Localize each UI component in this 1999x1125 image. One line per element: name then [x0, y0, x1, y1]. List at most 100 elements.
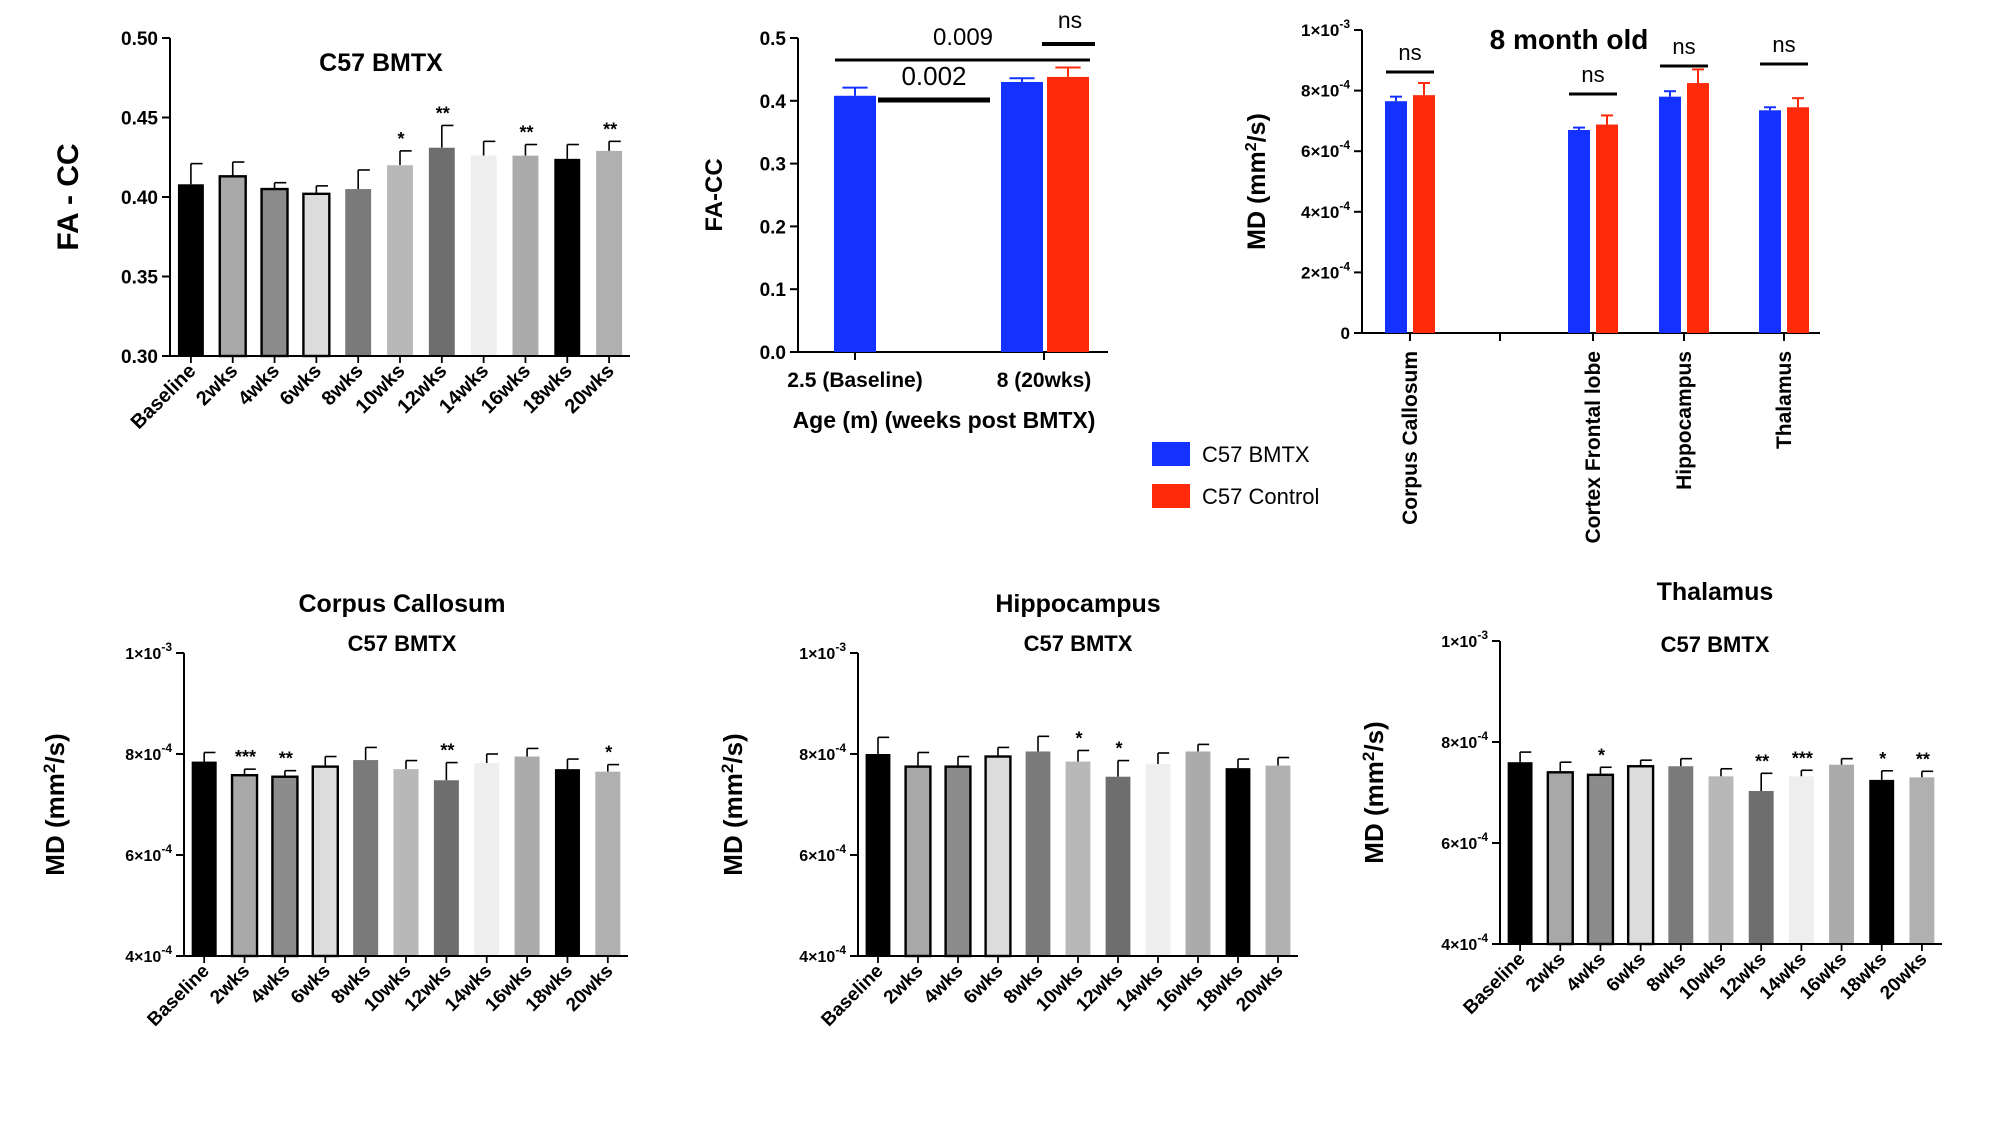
bar-6wks — [311, 765, 339, 958]
tick-mantissa: 6×10 — [125, 848, 161, 865]
bar-2wks — [218, 175, 247, 358]
tick-exponent: -4 — [835, 842, 846, 856]
bar-20wks — [1265, 765, 1291, 956]
y-tick-label: 6×10-4 — [799, 842, 846, 865]
x-tick-label: Corpus Callosum — [1399, 351, 1422, 525]
y-tick-label: 0.4 — [760, 92, 787, 113]
bar-2wks — [230, 774, 259, 958]
x-tick-label: 6wks — [1602, 949, 1650, 997]
tick-mantissa: 1×10 — [799, 646, 835, 663]
legend-label: C57 BMTX — [1202, 442, 1310, 467]
bar-18wks — [1869, 779, 1895, 944]
tick-exponent: -4 — [161, 943, 172, 957]
tick-exponent: -4 — [161, 741, 172, 755]
y-tick-label: 4×10-4 — [799, 943, 846, 966]
chart-subtitle: C57 BMTX — [1661, 632, 1770, 657]
bar-c57-control — [1047, 76, 1089, 352]
comparison-label: ns — [1672, 34, 1695, 59]
tick-mantissa: 4×10 — [1441, 937, 1477, 954]
comparison-pvalue: ns — [1058, 7, 1082, 33]
x-tick-label: 8 (20wks) — [997, 369, 1092, 392]
tick-mantissa: 6×10 — [799, 848, 835, 865]
significance-mark: * — [1598, 745, 1605, 765]
x-tick-label: 4wks — [247, 961, 295, 1009]
y-axis-label: FA - CC — [52, 143, 85, 250]
bar-c57-control — [1687, 83, 1709, 334]
bar-c57-bmtx — [834, 95, 876, 352]
tick-exponent: -4 — [1477, 931, 1488, 945]
bar-14wks — [1788, 776, 1814, 944]
bar-4wks — [260, 187, 289, 358]
bar-16wks — [514, 756, 540, 956]
significance-mark: ** — [440, 741, 454, 761]
y-tick-label: 0.30 — [121, 347, 158, 368]
tick-exponent: -4 — [835, 943, 846, 957]
y-tick-label: 0.0 — [760, 343, 786, 364]
y-tick-label: 1×10-3 — [1441, 628, 1488, 651]
bar-4wks — [944, 765, 972, 958]
y-tick-label: 0.2 — [760, 217, 786, 238]
significance-mark: *** — [235, 747, 256, 767]
bar-20wks — [596, 150, 623, 356]
bar-6wks — [984, 755, 1012, 958]
bar-18wks — [1225, 768, 1251, 956]
chart-title: Thalamus — [1657, 578, 1774, 606]
bar-16wks — [1185, 751, 1211, 956]
chart-title: Corpus Callosum — [299, 590, 506, 618]
bar-14wks — [470, 155, 497, 356]
significance-mark: * — [1075, 728, 1082, 748]
legend-swatch — [1152, 484, 1190, 508]
x-tick-label: 2wks — [206, 961, 254, 1009]
significance-mark: ** — [279, 749, 293, 769]
comparison-pvalue: 0.002 — [901, 61, 966, 91]
y-tick-label: 4×10-4 — [1441, 931, 1488, 954]
y-tick-label: 6×10-4 — [1441, 830, 1488, 853]
bar-Baseline — [177, 184, 204, 356]
comparison-label: ns — [1581, 62, 1604, 87]
bar-6wks — [302, 192, 331, 358]
bar-c57-control — [1596, 124, 1618, 333]
bar-c57-bmtx — [1001, 81, 1043, 353]
bar-18wks — [554, 158, 581, 356]
bar-6wks — [1626, 765, 1655, 946]
chart-subtitle: C57 BMTX — [1024, 631, 1133, 656]
y-axis-label: MD (mm2/s) — [40, 733, 70, 875]
tick-mantissa: 4×10 — [799, 949, 835, 966]
comparison-label: ns — [1398, 40, 1421, 65]
x-tick-label: 2.5 (Baseline) — [787, 369, 922, 392]
bar-16wks — [1829, 764, 1855, 944]
bar-10wks — [387, 165, 413, 356]
tick-exponent: -3 — [1339, 17, 1350, 31]
significance-mark: ** — [603, 119, 617, 139]
y-tick-label: 0.35 — [121, 268, 158, 289]
bar-c57-bmtx — [1385, 101, 1407, 333]
tick-mantissa: 4×10 — [125, 949, 161, 966]
bar-8wks — [1668, 766, 1694, 944]
bar-14wks — [1145, 764, 1171, 956]
chart-md_8month: 8 month old02×10-44×10-46×10-48×10-41×10… — [1243, 17, 1820, 544]
significance-mark: ** — [436, 103, 450, 123]
bar-c57-bmtx — [1568, 129, 1590, 333]
bar-12wks — [433, 780, 459, 956]
tick-mantissa: 1×10 — [1301, 21, 1339, 40]
y-tick-label: 0.40 — [121, 188, 158, 209]
x-tick-label: Hippocampus — [1673, 351, 1696, 490]
x-tick-label: 2wks — [1522, 949, 1570, 997]
legend-label: C57 Control — [1202, 484, 1319, 509]
tick-mantissa: 1×10 — [1441, 634, 1477, 651]
bar-8wks — [1025, 751, 1051, 956]
significance-mark: * — [605, 743, 612, 763]
x-tick-label: Baseline — [144, 961, 214, 1031]
significance-mark: * — [1115, 739, 1122, 759]
legend: C57 BMTX C57 Control — [1152, 442, 1319, 509]
y-tick-label: 0.3 — [760, 155, 786, 176]
y-tick-label: 1×10-3 — [1301, 17, 1350, 40]
bar-20wks — [595, 771, 621, 956]
bar-12wks — [1748, 790, 1774, 944]
significance-mark: ** — [519, 123, 533, 143]
y-tick-label: 6×10-4 — [125, 842, 172, 865]
